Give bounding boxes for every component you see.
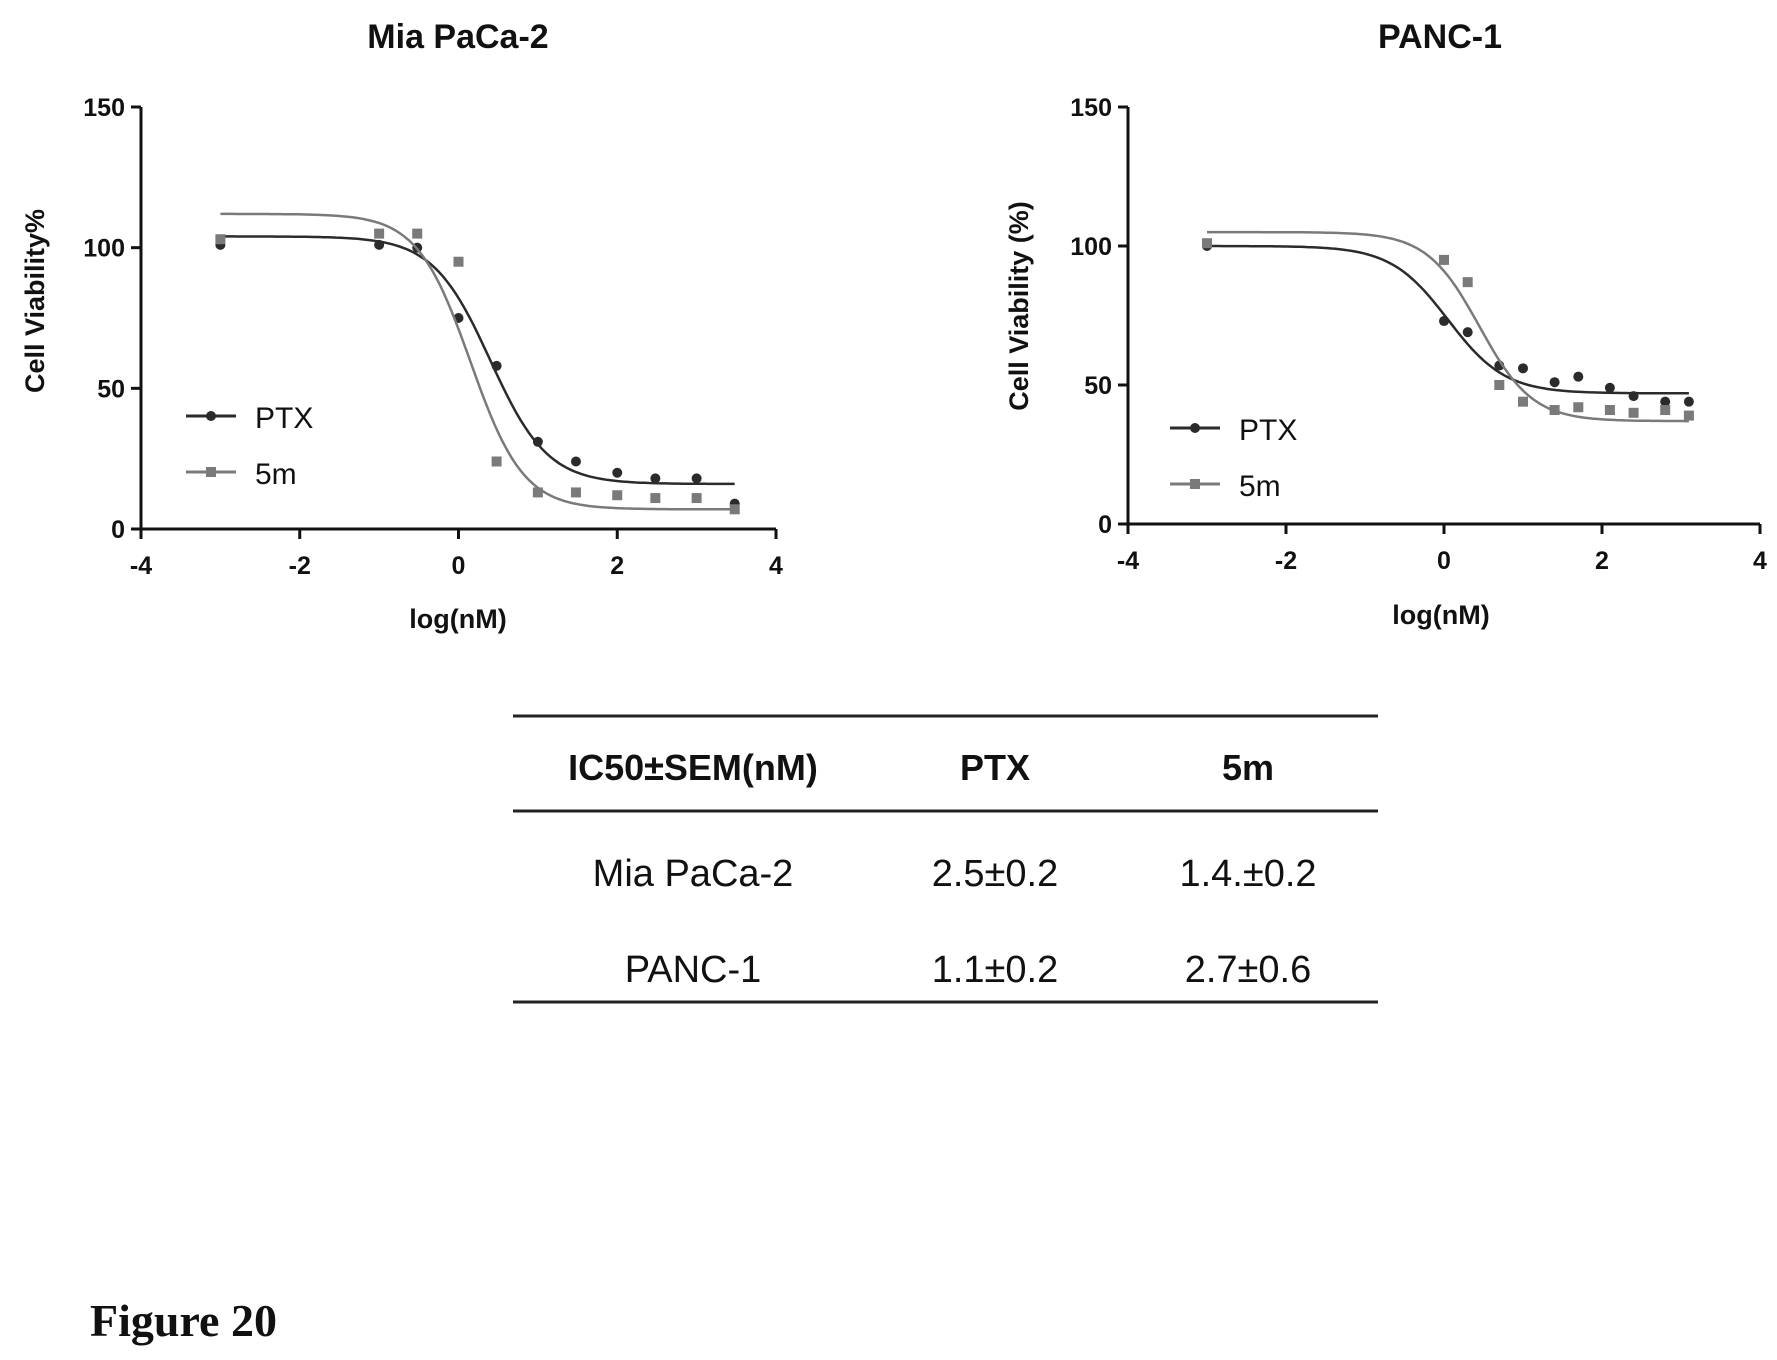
data-point-ptx [1683,396,1694,407]
fit-curve-5m [1207,230,1689,423]
data-point-ptx [1660,396,1671,407]
table-cell: 1.1±0.2 [932,949,1059,991]
data-point-5m [1683,410,1694,421]
data-point-ptx [691,473,702,484]
data-point-ptx [1604,382,1615,393]
ic50-table: IC50±SEM(nM) PTX 5m Mia PaCa-2 2.5±0.2 1… [513,714,1378,1004]
x-tick-label: 4 [1753,547,1767,575]
data-point-ptx [1573,371,1584,382]
data-point-5m [1549,405,1560,416]
data-point-5m [453,256,464,267]
y-tick-label: 100 [1070,233,1112,261]
data-point-5m [1202,238,1212,249]
legend-marker-5m [1190,479,1200,489]
table-cell: 2.7±0.6 [1185,949,1312,991]
chart-panc-1: PANC-1 log(nM) Cell Viability (%) PTX 5m… [1004,18,1767,630]
table-header-cell: IC50±SEM(nM) [568,747,818,788]
data-point-5m [1573,402,1584,413]
data-point-5m [491,456,502,467]
fit-curve-ptx [220,235,735,486]
legend-marker-ptx [1190,423,1200,433]
y-axis-label: Cell Viability (%) [1004,201,1034,411]
data-point-5m [1518,396,1528,407]
x-tick-label: 4 [769,552,783,580]
data-point-5m [1494,380,1505,390]
legend-label-ptx: PTX [1239,414,1297,447]
x-axis-label: log(nM) [1392,600,1489,630]
data-point-5m [374,228,385,239]
x-tick-label: 2 [1595,547,1609,575]
x-tick-label: -2 [289,552,311,580]
legend-label-5m: 5m [255,458,297,491]
x-tick-label: -4 [130,552,152,580]
table-cell: 2.5±0.2 [932,853,1059,895]
data-point-ptx [1439,316,1449,327]
data-point-ptx [374,239,385,250]
data-point-ptx [1518,363,1528,374]
table-header-cell: PTX [960,747,1030,788]
data-point-5m [729,504,740,515]
y-axis-label: Cell Viability% [20,209,50,393]
data-point-5m [1462,277,1473,288]
data-point-5m [1439,254,1449,265]
y-tick-label: 150 [83,94,125,122]
x-axis-label: log(nM) [409,604,506,634]
data-point-ptx [650,473,661,484]
data-point-ptx [532,436,543,447]
legend-marker-ptx [206,411,216,421]
y-tick-label: 100 [83,235,125,263]
data-point-ptx [570,456,581,467]
data-point-ptx [1628,391,1639,402]
data-point-ptx [1462,327,1473,338]
data-point-5m [412,228,423,239]
figure-caption: Figure 20 [90,1295,277,1346]
y-tick-label: 0 [1098,511,1112,539]
legend-marker-5m [206,467,216,477]
y-tick-label: 150 [1070,94,1112,122]
data-point-5m [532,487,543,498]
table-cell: Mia PaCa-2 [593,853,794,895]
x-tick-label: 0 [1437,547,1451,575]
chart-title: PANC-1 [1378,18,1502,56]
table-header-cell: 5m [1222,747,1274,788]
data-point-5m [691,493,702,504]
y-tick-label: 50 [1084,372,1112,400]
x-tick-label: 0 [452,552,466,580]
table-cell: 1.4.±0.2 [1179,853,1316,895]
legend-label-5m: 5m [1239,470,1281,503]
data-point-5m [1604,405,1615,416]
data-point-5m [1628,407,1639,418]
table-cell: PANC-1 [625,949,762,991]
data-point-5m [1660,405,1671,416]
data-point-5m [612,490,623,501]
data-point-5m [570,487,581,498]
x-tick-label: 2 [610,552,624,580]
data-point-ptx [1549,377,1560,388]
y-tick-label: 50 [97,375,125,403]
x-tick-label: -2 [1275,547,1297,575]
data-point-5m [650,493,661,504]
chart-mia-paca-2: Mia PaCa-2 log(nM) Cell Viability% PTX 5… [20,18,783,634]
fit-curve-5m [220,212,735,511]
chart-title: Mia PaCa-2 [367,18,548,56]
x-tick-label: -4 [1117,547,1139,575]
data-point-5m [215,234,226,245]
data-point-ptx [491,360,502,371]
data-point-ptx [612,467,623,478]
legend-label-ptx: PTX [255,402,313,435]
y-tick-label: 0 [111,516,125,544]
